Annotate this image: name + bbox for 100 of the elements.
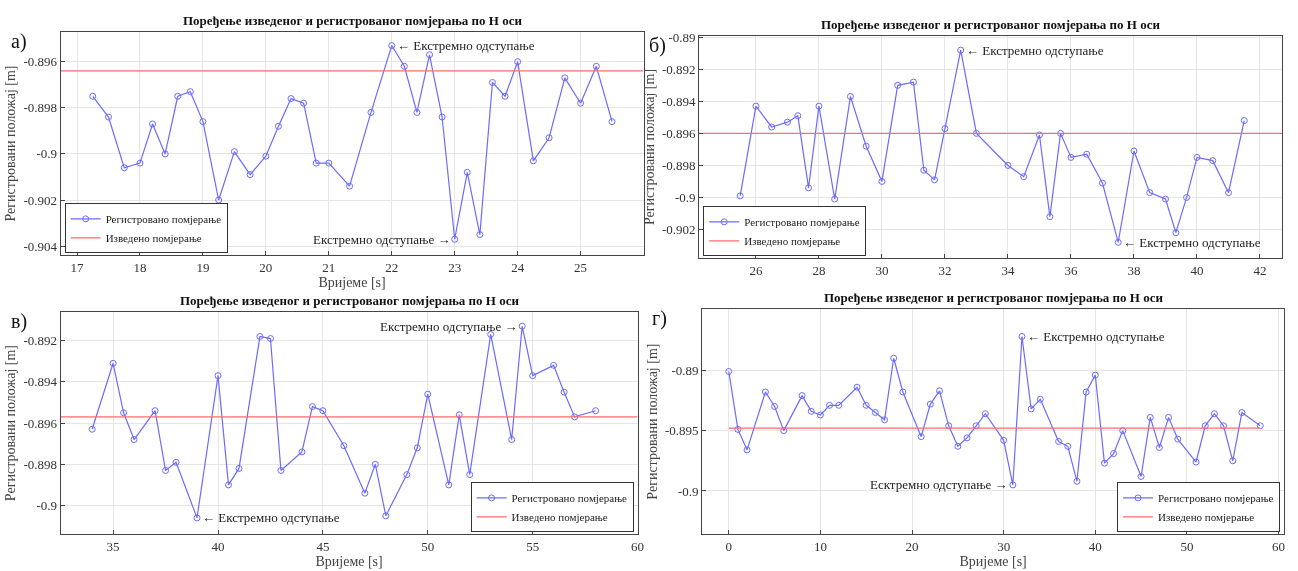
point [1130, 147, 1138, 155]
point [413, 108, 421, 116]
chart-title: Поређење изведеног и регистрованог помјерања по Н оси [821, 17, 1161, 32]
point [941, 125, 949, 133]
point [400, 62, 408, 70]
point [878, 177, 886, 185]
legend-label: Изведено помјерање [1158, 511, 1255, 524]
point [783, 118, 791, 126]
point [89, 92, 97, 100]
point [871, 409, 879, 417]
point [319, 407, 327, 415]
point [1161, 195, 1169, 203]
y-tick-label: -0.896 [23, 54, 58, 70]
x-tick-label: 42 [1253, 262, 1267, 278]
point [1229, 457, 1237, 465]
x-tick-label: 55 [526, 538, 540, 554]
point [1035, 131, 1043, 139]
point [367, 108, 375, 116]
point [1224, 189, 1232, 197]
point [151, 407, 159, 415]
x-tick-label: 26 [749, 262, 763, 278]
point [608, 118, 616, 126]
point [130, 436, 138, 444]
point [1046, 213, 1054, 221]
point [371, 460, 379, 468]
point [361, 489, 369, 497]
text: г) [652, 307, 667, 330]
point [1256, 422, 1264, 430]
point [214, 372, 222, 380]
point [917, 433, 925, 441]
y-tick-label: -0.898 [23, 456, 58, 472]
point [136, 159, 144, 167]
point [1064, 442, 1072, 450]
point [945, 422, 953, 430]
point [120, 164, 128, 172]
point [831, 195, 839, 203]
y-tick-label: -0.894 [23, 374, 58, 390]
point [1082, 388, 1090, 396]
point [1209, 157, 1217, 165]
point [529, 372, 537, 380]
x-tick-label: 50 [1180, 538, 1194, 554]
chart-title: Поређење изведеног и регистрованог помјерања по Н оси [183, 13, 523, 28]
legend-label: Изведено помјерање [105, 232, 202, 245]
point [466, 471, 474, 479]
point [780, 427, 788, 435]
x-tick-label: 60 [631, 538, 645, 554]
x-tick-label: 28 [812, 262, 826, 278]
y-tick-label: -0.902 [662, 222, 696, 238]
x-axis-title: Вријеме [s] [315, 553, 383, 569]
y-tick-label: -0.896 [662, 125, 697, 141]
x-tick-label: 0 [725, 538, 733, 554]
point [1119, 427, 1127, 435]
legend-label: Изведено помјерање [744, 235, 841, 248]
point [571, 413, 579, 421]
point [1110, 450, 1118, 458]
point [1240, 117, 1248, 125]
point [413, 444, 421, 452]
point [752, 102, 760, 110]
point [1220, 422, 1228, 430]
legend-label: Изведено помјерање [511, 511, 608, 524]
point [881, 416, 889, 424]
point [981, 410, 989, 418]
point [1210, 410, 1218, 418]
point [1172, 229, 1180, 237]
x-tick-label: 60 [1272, 538, 1286, 554]
point [1020, 173, 1028, 181]
point [771, 403, 779, 410]
x-tick-label: 32 [938, 262, 952, 278]
point [1009, 481, 1017, 489]
point [224, 481, 232, 489]
y-tick-label: -0.896 [23, 415, 58, 431]
point [734, 425, 742, 433]
x-tick-label: 50 [421, 538, 435, 554]
point [298, 448, 306, 456]
y-tick-label: -0.9 [36, 498, 58, 514]
point [926, 400, 934, 408]
point [1018, 333, 1026, 341]
point [815, 102, 823, 110]
point [1100, 459, 1108, 467]
point [172, 458, 180, 466]
point [1055, 437, 1063, 445]
x-tick-label: 10 [813, 538, 827, 554]
x-tick-label: 30 [997, 538, 1011, 554]
point [287, 95, 295, 103]
y-tick-label: -0.898 [662, 157, 696, 173]
point [438, 113, 446, 121]
point [736, 192, 744, 200]
point [193, 514, 201, 522]
point [277, 466, 285, 474]
x-tick-label: 40 [1088, 538, 1102, 554]
point [835, 401, 843, 409]
point [215, 196, 223, 204]
point [161, 150, 169, 158]
x-tick-label: 38 [1127, 262, 1141, 278]
annotation: Екстремно одступање → [380, 319, 518, 334]
point [274, 122, 282, 130]
point [1238, 409, 1246, 417]
point [174, 92, 182, 100]
point [388, 42, 396, 50]
legend-label: Регистровано помјерање [105, 213, 222, 226]
